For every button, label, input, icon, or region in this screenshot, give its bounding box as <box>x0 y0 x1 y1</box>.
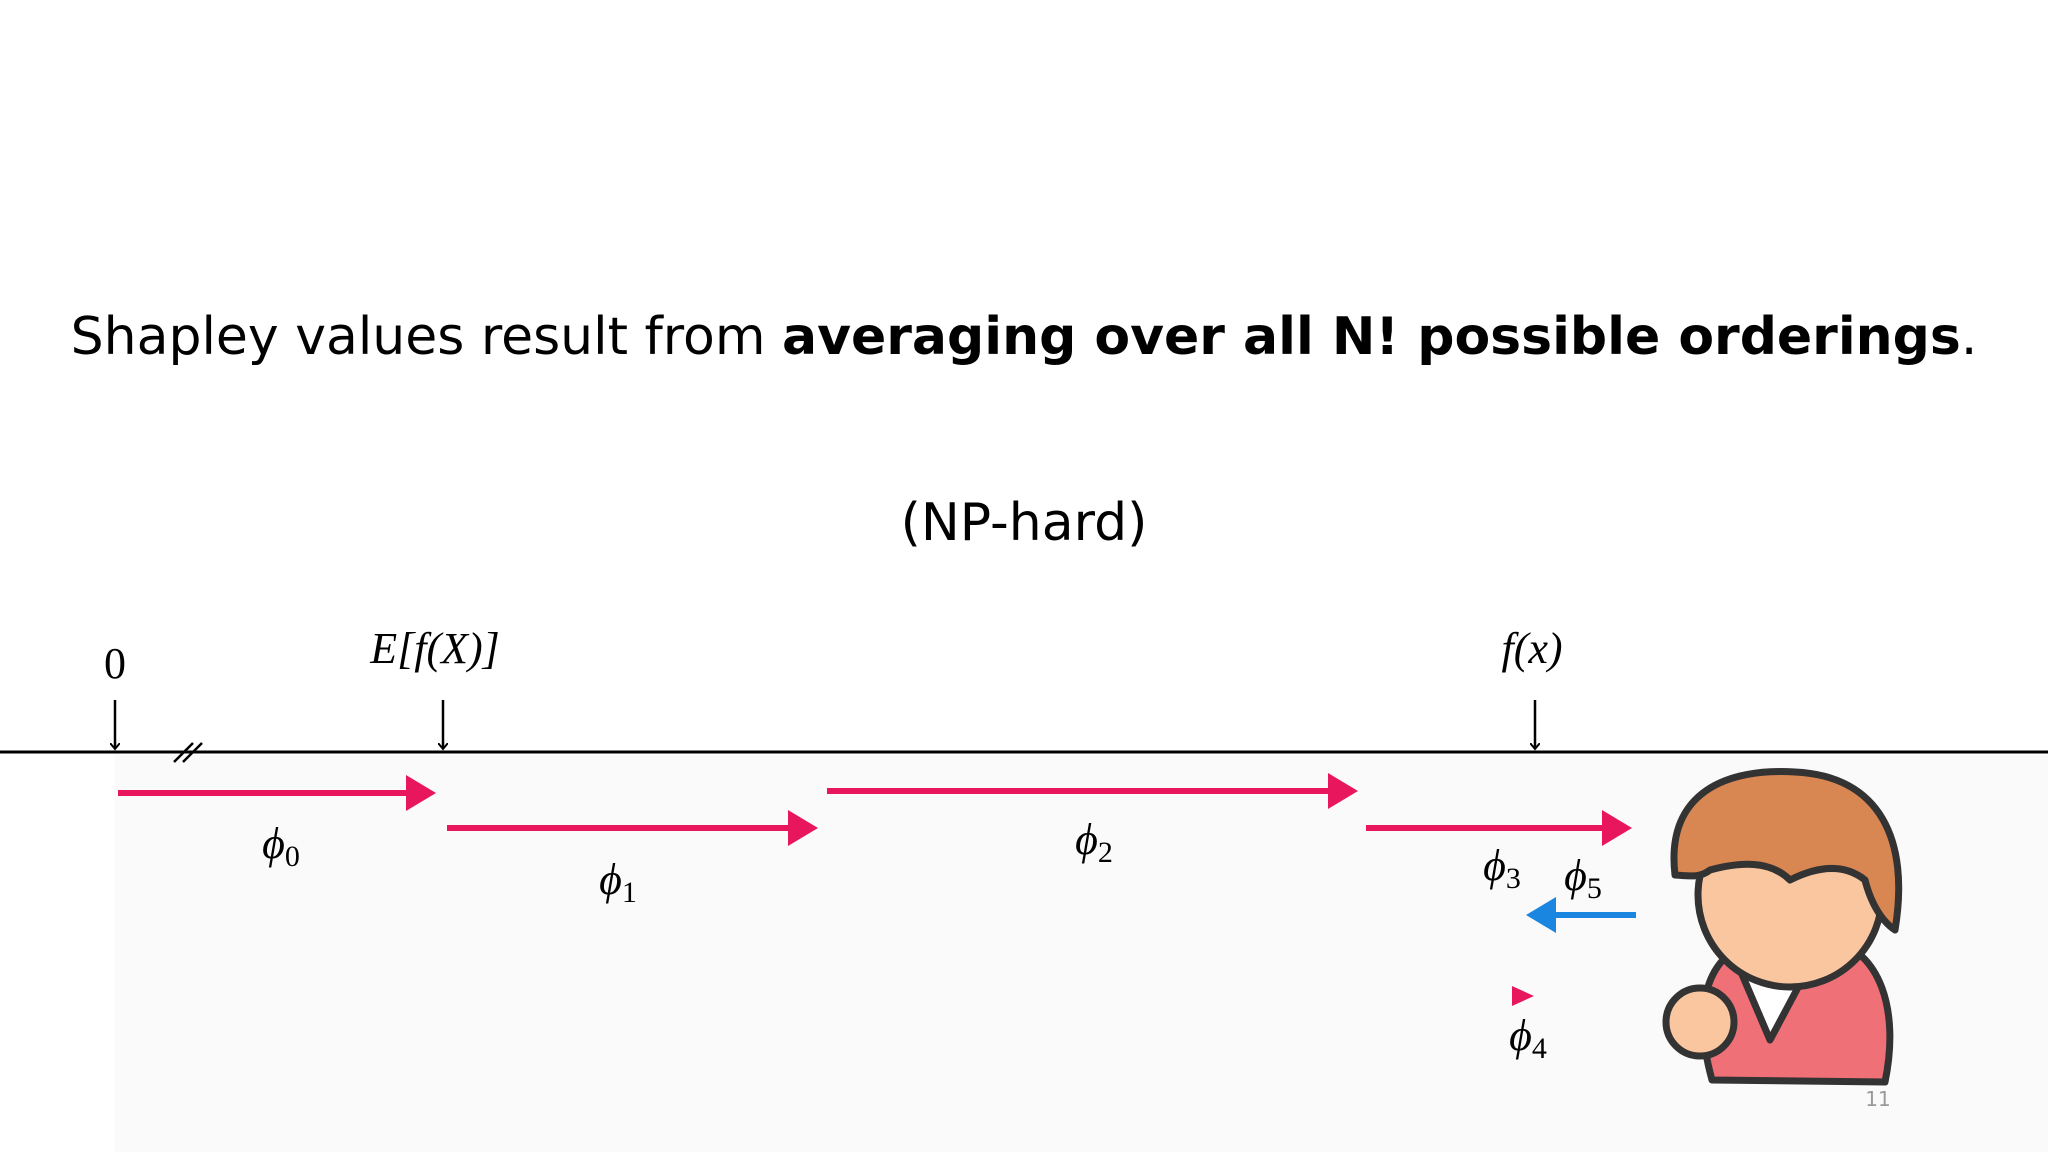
phi-sub: 0 <box>285 840 300 873</box>
person-icon <box>1662 768 1903 1086</box>
phi: ϕ <box>1509 1011 1532 1060</box>
title: Shapley values result from averaging ove… <box>71 307 1978 367</box>
phi: ϕ <box>1483 841 1506 890</box>
title-bold: averaging over all N! possible orderings <box>782 307 1961 367</box>
phi-label: ϕ1 <box>599 855 637 909</box>
marker-label: 0 <box>104 639 126 688</box>
title-plain: Shapley values result from <box>71 307 782 367</box>
phi-label: ϕ2 <box>1075 815 1113 869</box>
phi: ϕ <box>262 819 285 868</box>
title-end: . <box>1961 307 1978 367</box>
marker-label: f(x) <box>1501 624 1562 673</box>
contribution-labels: ϕ0 ϕ1 ϕ2 ϕ3 ϕ4 ϕ5 <box>262 815 1602 1065</box>
phi-label: ϕ4 <box>1509 1011 1547 1065</box>
phi: ϕ <box>1075 815 1098 864</box>
arrows <box>118 773 1632 846</box>
phi-sub: 4 <box>1532 1032 1547 1065</box>
marker-label: E[f(X)] <box>369 624 500 673</box>
phi-sub: 5 <box>1587 872 1602 905</box>
phi-label: ϕ5 <box>1564 851 1602 905</box>
page-number: 11 <box>1865 1087 1890 1111</box>
phi: ϕ <box>599 855 622 904</box>
phi-sub: 3 <box>1506 862 1521 895</box>
phi: ϕ <box>1564 851 1587 900</box>
phi-label: ϕ3 <box>1483 841 1521 895</box>
break-mark <box>173 742 203 763</box>
note: (NP-hard) <box>901 493 1148 553</box>
phi-label: ϕ0 <box>262 819 300 873</box>
phi-sub: 1 <box>622 876 637 909</box>
phi-sub: 2 <box>1098 836 1113 869</box>
arrow-head <box>1512 986 1534 1006</box>
